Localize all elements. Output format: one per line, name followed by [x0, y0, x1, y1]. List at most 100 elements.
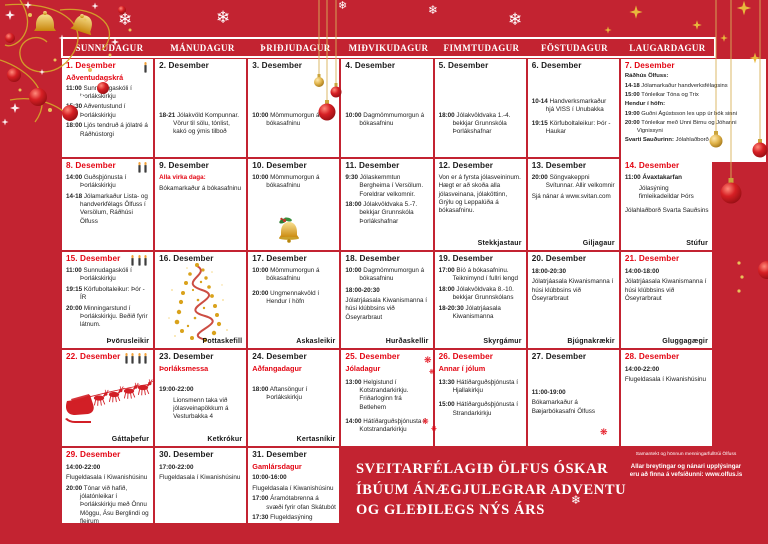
event-text: Körfuboltaleikur: Þór - ÍR: [80, 286, 145, 302]
event-text: Hátíðarguðsþjónusta í Strandarkirkju: [452, 401, 519, 417]
event: 19:00-22:00: [159, 386, 243, 394]
event-venue: Hendur í höfn:: [624, 101, 666, 108]
event-text: Alla virka daga:: [159, 174, 206, 182]
event-text: Dagmömmumorgun á bókasafninu: [359, 267, 425, 283]
date-label: 26. Desember: [438, 352, 494, 361]
day-cell-30: 30. Desember 17:00-22:00 Flugeldasala í K…: [155, 448, 247, 523]
event-text: Ljós tendruð á jólatré á Ráðhústorgi: [80, 122, 148, 138]
event: 20:00 Minningarstund í Þorlákskirkju. Be…: [66, 305, 150, 330]
credits-info-line: Allar breytingar og nánari upplýsingar: [630, 463, 742, 470]
day-cell-26: 26. Desember Annar í jólum 13:30 Hátíðargu…: [434, 350, 526, 446]
event: 14:00-22:00: [625, 366, 709, 374]
event: Svarti Sauðurinn: Jólahlaðborð: [625, 137, 762, 145]
event-time: 19:15: [66, 286, 83, 293]
yule-lad-name: Bjúgnakrækir: [567, 337, 615, 345]
yule-lad-name: Gluggagægir: [662, 337, 708, 345]
event-text: Jólatrjáasala Kiwanismanna: [452, 304, 501, 321]
event: Flugeldasala í Kiwanishúsinu: [252, 485, 336, 493]
event: 14:00 Hátíðarguðsþjónusta í Kotstrandark…: [345, 418, 429, 434]
event-time: 10:00: [252, 267, 269, 275]
event: 10-14 Handverksmarkaður hjá VISS í Unuba…: [532, 98, 616, 114]
event-time: 13:00: [345, 379, 362, 387]
date-label: 27. Desember: [531, 352, 587, 361]
event-text: Jólasýning fimleikadeildar Þórs: [638, 184, 694, 200]
event: Ráðhús Ölfuss:: [625, 73, 762, 81]
day-cell-14: 14. Desember 11:00 Ávaxtakarfan Jólasýnin…: [620, 159, 712, 250]
event: Von er á fyrsta jólasveininum. Hægt er a…: [439, 174, 523, 215]
event: Bókamarkaður á bókasafninu: [159, 185, 243, 193]
calendar-grid: 1. Desember Aðventudagskrá 11:00 Sunnudaga…: [62, 59, 766, 526]
event-text: Flugeldasala í Kiwanishúsinu: [624, 376, 707, 384]
day-cell-7: 7. Desember Ráðhús Ölfuss: 14-18 Jólamark…: [620, 59, 766, 162]
event-time: 14-18: [624, 82, 640, 89]
event-text: Körfuboltaleikur: Þór - Haukar: [545, 120, 611, 136]
event-text: Mömmumorgun á bókasafninu: [266, 174, 320, 190]
day-cell-2: 2. Desember 18-21 Jólakvöld Kompunnar. Vö…: [155, 59, 247, 157]
event-time: 11:00: [624, 174, 641, 182]
yule-lad-name: Ketkrókur: [207, 435, 243, 443]
day-cell-19: 19. Desember 17:00 Bíó á bókasafninu. Tei…: [434, 252, 526, 348]
date-label: 7. Desember: [624, 61, 675, 70]
weekday-label-midvikudagur: MIÐVIKUDAGUR: [348, 42, 429, 53]
event-text: Ávaxtakarfan: [642, 174, 682, 182]
day-subtitle: Gamlársdagur: [252, 461, 302, 471]
day-cell-29: 29. Desember 14:00-22:00 Flugeldasala í K…: [62, 448, 154, 526]
event-time: 18:00: [345, 201, 362, 209]
red-snowflake-icon: ❋: [422, 417, 429, 426]
day-cell-5: 5. Desember 18:00 Jólakvöldvaka 1.-4. bek…: [434, 59, 526, 157]
date-label: 1. Desember: [66, 61, 116, 70]
event-time: 18:00-20:30: [345, 286, 380, 294]
day-subtitle: Annar í jólum: [438, 363, 486, 373]
event-text: Bókamarkaður á bókasafninu: [159, 184, 242, 192]
event: 11:00-19:00: [532, 389, 616, 397]
event: 11:00 Ávaxtakarfan: [625, 174, 709, 182]
event-time: 10:00: [252, 174, 269, 182]
red-snowflake-icon: ❋: [431, 425, 437, 433]
event-text: Helgistund í Kotstrandarkirkju. Friðarlo…: [359, 379, 409, 411]
event-venue: Svarti Sauðurinn:: [624, 136, 674, 143]
event-text: Jólatrjáasala Kiwanismanna í húsi klúbbs…: [531, 278, 614, 302]
event-text: Tónleikar Tóna og Trix: [641, 92, 699, 99]
event: Sjá nánar á www.svitan.com: [532, 193, 616, 201]
greeting-message: SVEITARFÉLAGIÐ ÖLFUS ÓSKAR ÍBÚUM ÁNÆGJUL…: [356, 459, 686, 521]
event: 13:30 Hátíðarguðsþjónusta í Hjallakirkju: [439, 379, 523, 395]
date-label: 20. Desember: [531, 254, 587, 263]
event: 10:00 Mömmumorgun á bókasafninu: [252, 267, 336, 283]
yule-lad-name: Askasleikir: [296, 337, 336, 345]
day-cell-4: 4. Desember 10:00 Dagmömmumorgun á bókasa…: [341, 59, 433, 157]
event: 19:15 Körfuboltaleikur: Þór - ÍR: [66, 286, 150, 302]
date-label: 9. Desember: [159, 161, 209, 170]
event: 18:00 Jólakvöldvaka 1.-4. bekkjar Grunns…: [439, 112, 523, 137]
greeting-line: OG GLEÐILEGS NÝS ÁRS: [356, 502, 545, 519]
event-text: Flugeldasala í Kiwanishúsinu: [66, 474, 148, 482]
day-cell-22: 22. Desember Gáttaþefur: [62, 350, 154, 446]
snowflake-icon: ❄: [508, 10, 523, 30]
event: Bókamarkaður á Bæjarbókasafni Ölfuss: [532, 399, 616, 415]
date-label: 22. Desember: [66, 352, 121, 361]
event: 17:00 Bíó á bókasafninu. Teiknimynd í fu…: [439, 267, 523, 283]
event-text: Flugeldasala í Kiwanishúsinu: [252, 484, 334, 492]
weekday-label-thridjudagur: ÞRIÐJUDAGUR: [260, 42, 331, 53]
event: 20:00 Tónar við hafið, jólatónleikar í Þ…: [66, 485, 150, 526]
event-time: 14:00-22:00: [624, 365, 660, 373]
event-text: Aftansöngur í Þorlákskirkju: [266, 386, 308, 402]
event-text: Von er á fyrsta jólasveininum. Hægt er a…: [438, 174, 521, 214]
event-time: 15:00: [438, 401, 455, 409]
day-cell-23: 23. Desember Þorláksmessa 19:00-22:00 Lion…: [155, 350, 247, 446]
event-text: Dagmömmumorgun á bókasafninu: [359, 111, 425, 127]
snowflake-icon: ❄: [428, 3, 439, 17]
date-label: 25. Desember: [345, 352, 400, 361]
day-cell-8: 8. Desember 14:00 Guðsþjónusta í Þorláksk…: [62, 159, 154, 250]
event: 13:00 Helgistund í Kotstrandarkirkju. Fr…: [345, 379, 429, 412]
event-text: Jólakvöldvaka 8.-10. bekkjar Grunnskólan…: [452, 286, 514, 302]
event-time: 18-20:30: [438, 304, 464, 312]
event-text: Jólatrjáasala Kiwanismanna í húsi klúbbs…: [345, 297, 427, 321]
event-time: 11:00: [66, 267, 82, 275]
event-time: 14:00: [345, 417, 362, 425]
event: 19:00 Guðni Ágústsson les upp úr bók sin…: [625, 111, 762, 119]
date-label: 24. Desember: [252, 352, 307, 361]
event: 17:00 Áramótabrenna á svæði fyrir ofan S…: [252, 495, 336, 511]
event-time: 18-21: [159, 111, 176, 119]
day-cell-3: 3. Desember 10:00 Mömmumorgun á bókasafni…: [248, 59, 340, 157]
